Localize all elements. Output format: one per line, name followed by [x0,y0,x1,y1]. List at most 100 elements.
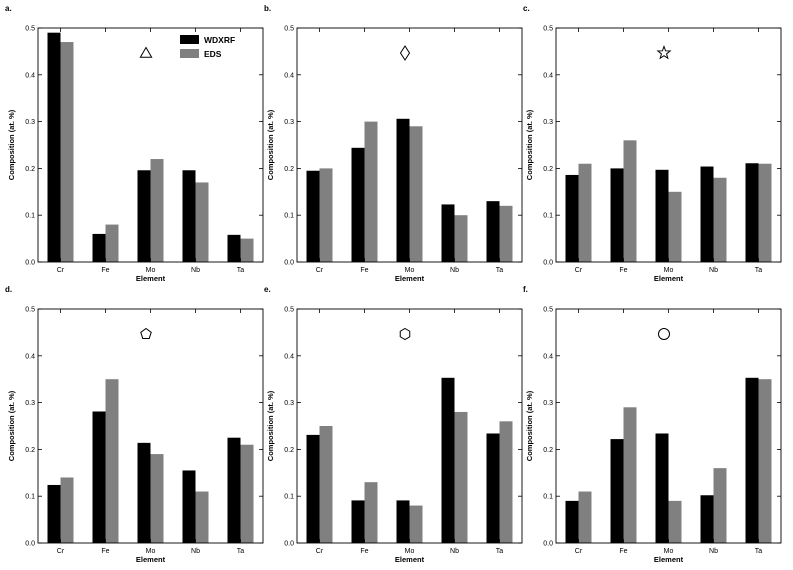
y-tick-label: 0.3 [543,119,553,126]
bar-eds-ta [499,421,513,543]
chart-panel-d: d. 0.0 0.1 0.2 0.3 0.4 0.5 Cr Fe Mo Nb Ta Element Com… [5,285,264,564]
diamond-marker-icon [399,45,411,61]
y-tick-label: 0.2 [543,447,553,454]
circle-marker-icon [658,328,670,340]
bar-wdxrf-fe [351,500,365,543]
x-tick-label: Fe [101,267,109,274]
bar-eds-cr [319,168,333,262]
y-tick-label: 0.0 [543,541,553,548]
y-tick-label: 0.2 [25,166,35,173]
x-tick-label: Nb [450,548,459,555]
x-tick-label: Ta [237,267,245,274]
bar-eds-cr [578,491,592,543]
y-tick-label: 0.5 [25,26,35,33]
x-axis-title: Element [395,555,425,564]
bar-eds-cr [319,426,333,543]
y-axis-title: Composition (at. %) [525,109,534,180]
x-tick-label: Cr [57,548,65,555]
y-tick-label: 0.4 [284,72,294,79]
y-tick-label: 0.1 [284,494,294,501]
panel-label: f. [523,285,528,294]
bar-wdxrf-fe [351,147,365,262]
x-tick-label: Nb [709,267,718,274]
y-tick-label: 0.1 [284,213,294,220]
bar-wdxrf-nb [182,170,196,262]
y-tick-label: 0.1 [25,494,35,501]
bar-wdxrf-ta [227,437,241,543]
x-tick-label: Cr [575,548,583,555]
x-tick-label: Cr [575,267,583,274]
bar-wdxrf-cr [565,174,579,262]
x-axis-title: Element [136,274,166,283]
bar-wdxrf-mo [655,169,669,262]
x-axis-title: Element [136,555,166,564]
bar-wdxrf-ta [745,377,759,543]
bar-eds-fe [364,482,378,543]
x-tick-label: Nb [191,548,200,555]
chart-panel-e: e. 0.0 0.1 0.2 0.3 0.4 0.5 Cr Fe Mo Nb Ta Element Com… [264,285,523,564]
y-tick-label: 0.5 [25,307,35,314]
x-tick-label: Fe [619,548,627,555]
legend-swatch-eds [180,49,199,58]
legend-swatch-wdxrf [180,35,199,44]
bar-wdxrf-mo [396,118,410,262]
bar-wdxrf-nb [441,204,455,262]
x-tick-label: Ta [237,548,245,555]
hexagon-marker-icon [399,327,411,341]
bar-wdxrf-cr [47,484,61,543]
bar-wdxrf-ta [486,201,500,262]
x-tick-label: Nb [709,548,718,555]
bar-eds-ta [499,205,513,262]
triangle-marker-icon [139,46,153,58]
y-axis-title: Composition (at. %) [7,390,16,461]
bar-wdxrf-fe [610,168,624,262]
y-tick-label: 0.1 [543,213,553,220]
bar-eds-nb [713,468,727,543]
panel-label: e. [264,285,271,294]
bar-eds-mo [409,126,423,262]
y-tick-label: 0.0 [25,541,35,548]
y-tick-label: 0.5 [284,307,294,314]
chart-panel-c: c. 0.0 0.1 0.2 0.3 0.4 0.5 Cr Fe Mo Nb Ta Element Com… [523,4,782,283]
bar-eds-ta [240,238,254,262]
y-axis-title: Composition (at. %) [266,109,275,180]
y-tick-label: 0.1 [25,213,35,220]
x-tick-label: Cr [316,267,324,274]
y-tick-label: 0.4 [284,353,294,360]
bar-wdxrf-cr [306,170,320,262]
y-tick-label: 0.3 [284,400,294,407]
bar-eds-nb [454,411,468,543]
x-tick-label: Ta [496,548,504,555]
y-tick-label: 0.0 [543,260,553,267]
bar-wdxrf-mo [655,433,669,543]
bar-eds-nb [713,177,727,262]
y-tick-label: 0.4 [25,72,35,79]
bar-eds-cr [578,163,592,262]
bar-wdxrf-ta [486,433,500,543]
y-tick-label: 0.5 [284,26,294,33]
y-tick-label: 0.2 [284,166,294,173]
x-tick-label: Fe [360,267,368,274]
y-tick-label: 0.1 [543,494,553,501]
bar-eds-fe [623,407,637,543]
y-axis-title: Composition (at. %) [7,109,16,180]
bar-wdxrf-mo [137,170,151,262]
bar-eds-ta [758,379,772,543]
bar-wdxrf-fe [610,439,624,543]
x-tick-label: Cr [57,267,65,274]
y-tick-label: 0.2 [543,166,553,173]
bar-eds-mo [409,505,423,543]
legend-label-eds: EDS [204,49,222,59]
bar-eds-mo [668,500,682,543]
bar-wdxrf-nb [700,166,714,262]
bar-eds-mo [150,454,164,543]
y-axis-title: Composition (at. %) [266,390,275,461]
y-tick-label: 0.5 [543,26,553,33]
bar-eds-mo [150,159,164,262]
x-tick-label: Cr [316,548,324,555]
bar-eds-cr [60,477,74,543]
y-tick-label: 0.5 [543,307,553,314]
chart-panel-a: a. 0.0 0.1 0.2 0.3 0.4 0.5 Cr Fe Mo Nb Ta Element Com… [5,4,264,283]
x-tick-label: Ta [755,548,763,555]
